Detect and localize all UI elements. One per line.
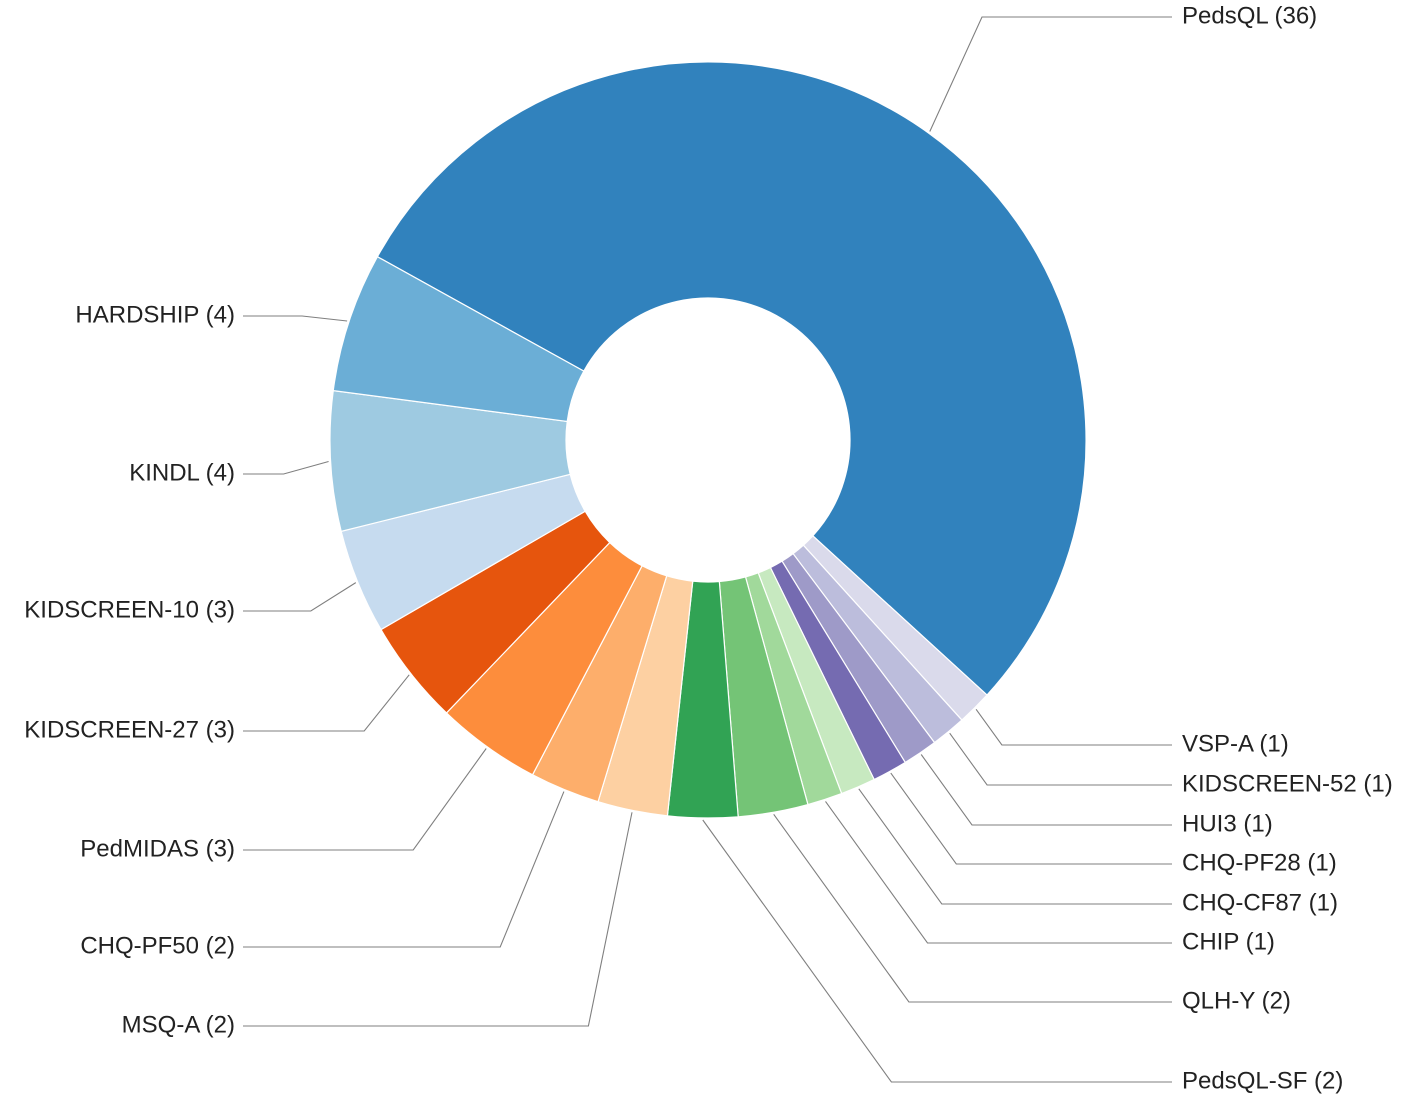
slice-label-kidscreen-10: KIDSCREEN-10 (3): [24, 596, 235, 623]
leader-line-qlh-y: [773, 813, 1172, 1003]
leader-line-msq-a: [243, 812, 633, 1027]
slice-label-hui3: HUI3 (1): [1182, 810, 1273, 837]
leader-line-hardship: [243, 315, 348, 322]
slice-label-pedsql: PedsQL (36): [1182, 2, 1317, 29]
slice-label-chq-cf87: CHQ-CF87 (1): [1182, 889, 1338, 916]
slice-label-pedmidas: PedMIDAS (3): [80, 835, 235, 862]
leader-line-chip: [825, 801, 1172, 944]
leader-line-chq-pf28: [890, 772, 1172, 865]
slice-label-chip: CHIP (1): [1182, 928, 1275, 955]
leader-line-hui3: [920, 754, 1172, 826]
leader-line-kidscreen-10: [243, 582, 357, 612]
slice-label-pedsql-sf: PedsQL-SF (2): [1182, 1067, 1343, 1094]
leader-line-kidscreen-52: [949, 732, 1172, 786]
slice-label-kindl: KINDL (4): [129, 459, 235, 486]
label-group: PedsQL (36) VSP-A (1) KIDSCREEN-52 (1) HUI3…: [24, 2, 1392, 1094]
leader-line-pedsql-sf: [702, 819, 1172, 1083]
slice-hardship: [332, 255, 585, 423]
leader-line-group: [243, 16, 1172, 1083]
slice-pedsql: [376, 61, 1087, 696]
slice-label-chq-pf28: CHQ-PF28 (1): [1182, 849, 1337, 876]
leader-line-chq-cf87: [858, 788, 1172, 905]
leader-line-kidscreen-27: [243, 674, 410, 732]
slice-label-qlh-y: QLH-Y (2): [1182, 987, 1291, 1014]
slice-label-kidscreen-52: KIDSCREEN-52 (1): [1182, 770, 1393, 797]
slice-label-hardship: HARDSHIP (4): [75, 301, 235, 328]
leader-line-chq-pf50: [243, 791, 565, 948]
slice-label-chq-pf50: CHQ-PF50 (2): [80, 932, 235, 959]
slice-label-vsp-a: VSP-A (1): [1182, 730, 1289, 757]
leader-line-vsp-a: [975, 708, 1172, 746]
slice-label-msq-a: MSQ-A (2): [122, 1011, 235, 1038]
leader-line-kindl: [243, 460, 329, 475]
slice-group: [329, 61, 1087, 819]
leader-line-pedsql: [929, 16, 1172, 132]
slice-label-kidscreen-27: KIDSCREEN-27 (3): [24, 716, 235, 743]
leader-line-pedmidas: [243, 748, 487, 851]
